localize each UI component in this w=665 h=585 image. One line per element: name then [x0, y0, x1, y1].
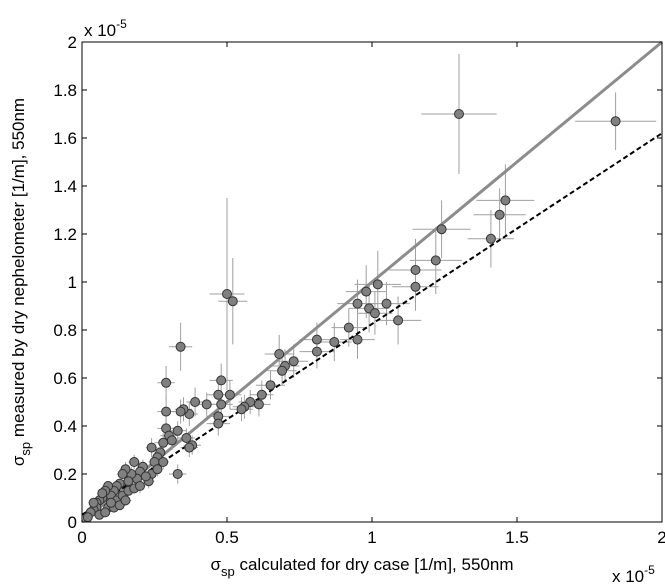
- data-point: [410, 265, 421, 275]
- y-tick-label: 1.6: [53, 129, 77, 148]
- y-exponent-base: x 10: [84, 21, 116, 40]
- data-point: [158, 457, 169, 467]
- data-point: [100, 507, 111, 518]
- x-exponent-power: -5: [644, 563, 655, 577]
- data-point: [146, 442, 157, 453]
- data-point: [361, 286, 372, 297]
- data-point: [213, 418, 224, 429]
- x-axis-exponent: x 10-5: [612, 563, 655, 585]
- y-tick-label: 0.6: [53, 369, 77, 388]
- y-tick-label: 1: [68, 273, 77, 292]
- y-tick-label: 2: [68, 33, 77, 52]
- y-label-symbol: σ: [9, 455, 28, 466]
- data-point: [494, 209, 505, 220]
- y-tick-label: 0: [68, 513, 77, 532]
- data-point: [129, 457, 140, 467]
- x-tick-label: 0.5: [215, 528, 239, 547]
- data-point: [454, 109, 464, 119]
- data-point: [161, 406, 172, 417]
- data-point: [485, 233, 496, 244]
- data-point: [329, 337, 340, 347]
- data-point: [213, 389, 224, 400]
- x-tick-label: 1.5: [505, 528, 529, 547]
- x-label-symbol: σ: [211, 555, 222, 574]
- y-axis-exponent: x 10-5: [84, 17, 127, 40]
- data-points: [82, 109, 621, 523]
- data-point: [224, 389, 235, 400]
- x-exponent-base: x 10: [612, 567, 644, 585]
- data-point: [88, 497, 99, 508]
- data-point: [166, 435, 177, 446]
- data-point: [352, 298, 363, 309]
- data-point: [140, 471, 151, 482]
- data-point: [410, 281, 421, 292]
- data-point: [152, 464, 163, 475]
- data-point: [372, 279, 383, 290]
- y-axis-label: σsp measured by dry nephelometer [1/m], …: [9, 98, 33, 466]
- data-point: [216, 399, 227, 410]
- x-axis-label: σsp calculated for dry case [1/m], 550nm: [211, 555, 514, 579]
- y-tick-label: 1.4: [53, 177, 77, 196]
- x-label-text: calculated for dry case [1/m], 550nm: [235, 555, 514, 574]
- data-point: [161, 377, 172, 388]
- data-point: [216, 375, 227, 386]
- data-point: [277, 365, 288, 376]
- data-point: [82, 512, 93, 523]
- data-point: [97, 488, 108, 499]
- data-point: [175, 406, 186, 417]
- data-point: [343, 322, 354, 333]
- data-point: [253, 399, 264, 410]
- data-point: [265, 380, 276, 391]
- regression-line: [81, 132, 663, 516]
- y-label-text: measured by dry nephelometer [1/m], 550n…: [9, 98, 28, 442]
- x-label-subscript: sp: [221, 564, 235, 579]
- data-point: [274, 349, 285, 359]
- data-point: [181, 433, 192, 443]
- x-tick-label: 2: [657, 528, 665, 547]
- data-point: [436, 224, 447, 235]
- data-point: [393, 315, 404, 326]
- one-to-one-line: [81, 40, 663, 524]
- x-tick-label: 0: [77, 528, 86, 547]
- data-point: [190, 397, 201, 407]
- y-tick-label: 0.2: [53, 465, 77, 484]
- data-point: [236, 404, 247, 415]
- data-point: [610, 116, 621, 127]
- y-tick-label: 0.4: [53, 417, 77, 436]
- y-tick-label: 1.2: [53, 225, 77, 244]
- data-point: [256, 389, 267, 400]
- x-tick-label: 1: [367, 528, 376, 547]
- data-point: [120, 495, 131, 506]
- data-point: [172, 469, 183, 479]
- data-point: [135, 481, 145, 491]
- fit-lines: [81, 40, 663, 524]
- data-point: [311, 334, 322, 345]
- data-point: [369, 308, 380, 319]
- data-point: [311, 346, 322, 357]
- axis-ticks: 0 0.5 1 1.5 2 0 0.2 0.4 0.6 0.8 1 1.2 1.4 1.6 1.8 2: [53, 33, 665, 547]
- data-point: [175, 341, 186, 352]
- data-point: [158, 437, 169, 448]
- data-point: [500, 195, 511, 206]
- data-point: [201, 399, 212, 410]
- data-point: [430, 255, 441, 266]
- data-point: [106, 497, 116, 508]
- data-point: [172, 425, 183, 436]
- y-tick-label: 0.8: [53, 321, 77, 340]
- data-point: [288, 356, 299, 367]
- data-point: [117, 469, 128, 479]
- data-point: [227, 296, 238, 307]
- y-tick-label: 1.8: [53, 81, 77, 100]
- data-point: [381, 298, 392, 309]
- data-point: [222, 289, 232, 299]
- y-label-subscript: sp: [18, 442, 33, 456]
- y-exponent-power: -5: [116, 17, 127, 31]
- data-point: [184, 442, 195, 453]
- data-point: [352, 334, 363, 345]
